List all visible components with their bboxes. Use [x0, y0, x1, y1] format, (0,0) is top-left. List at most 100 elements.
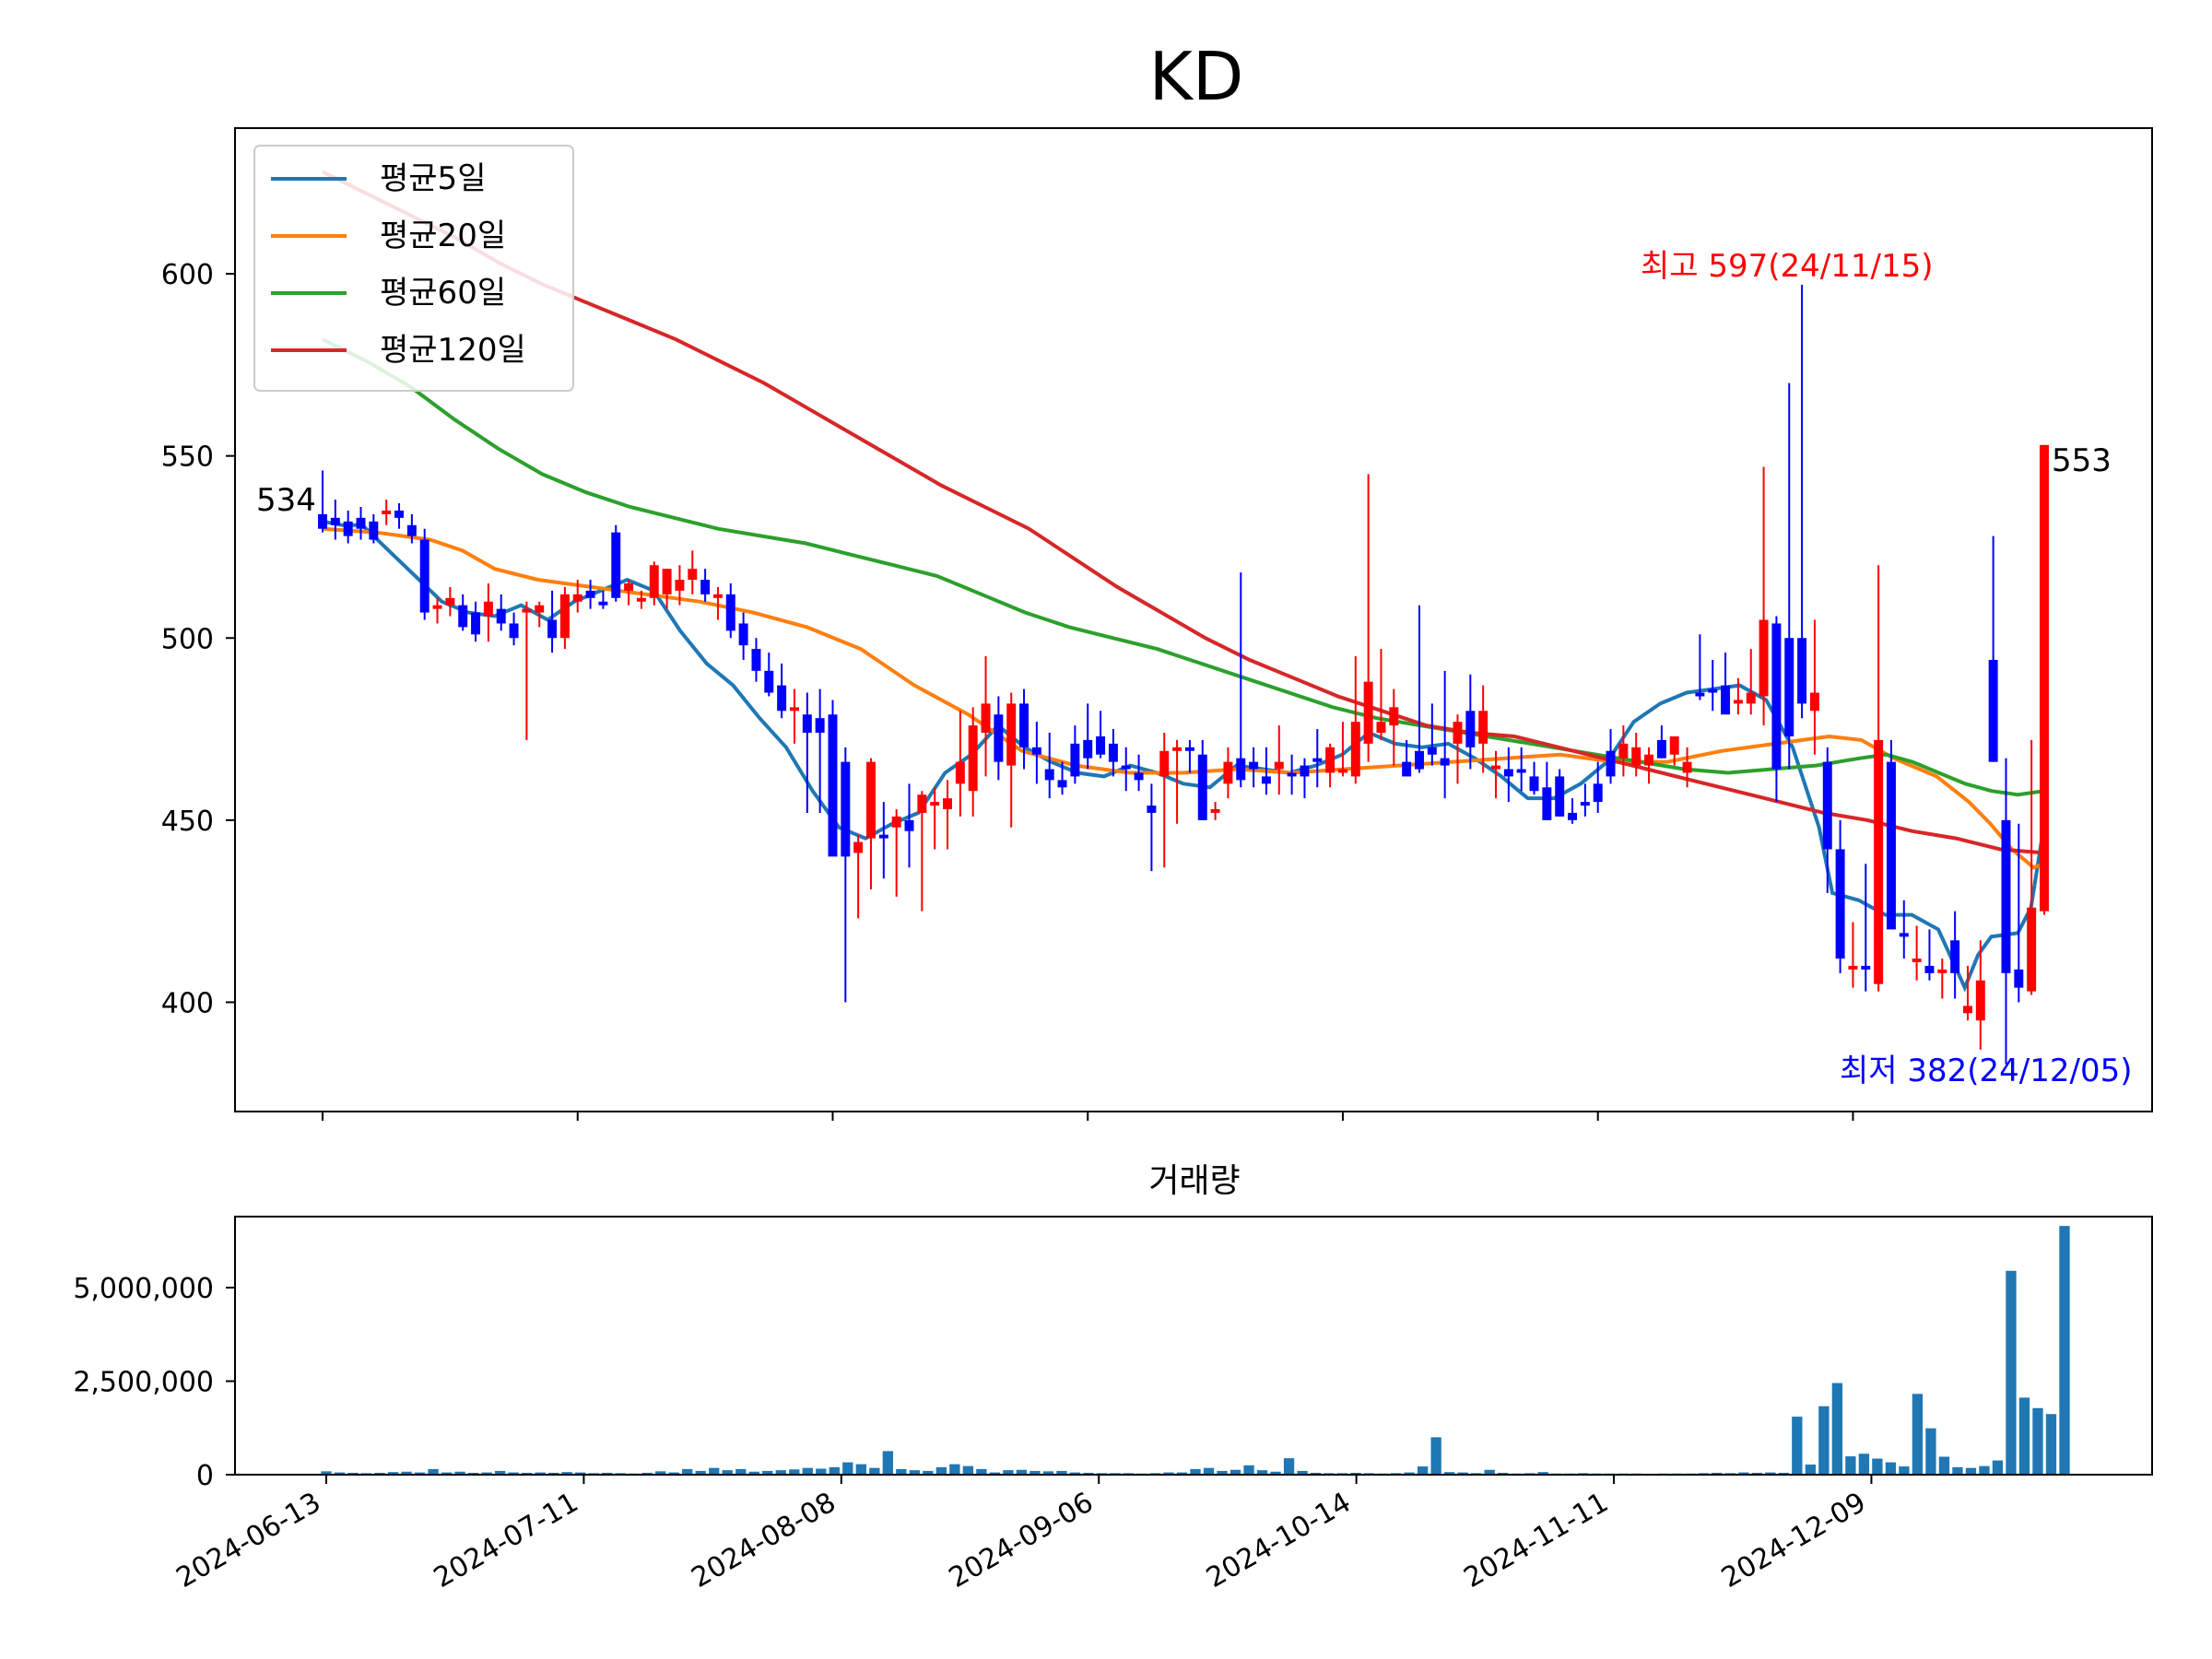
- candle: [1287, 754, 1297, 795]
- volume-bar: [1176, 1472, 1188, 1475]
- candle: [535, 601, 545, 628]
- candle: [751, 638, 761, 682]
- volume-y-axis: 0 2,500,000 5,000,000: [73, 1273, 235, 1492]
- candle: [981, 656, 991, 777]
- candle: [1159, 733, 1170, 868]
- candle: [1593, 761, 1603, 813]
- ma-line-ma60: [322, 337, 2045, 797]
- candle: [1427, 703, 1437, 766]
- candle-body: [419, 539, 429, 613]
- candle-body: [1593, 783, 1603, 803]
- volume-bar: [668, 1472, 679, 1475]
- candle-body: [1988, 659, 1998, 762]
- candle: [1682, 747, 1692, 788]
- candle-body: [1797, 638, 1807, 704]
- candle-body: [1899, 933, 1909, 937]
- candle: [624, 580, 634, 606]
- candle-body: [1121, 765, 1131, 770]
- candle: [1031, 722, 1041, 784]
- candle-body: [1809, 692, 1819, 712]
- candle: [1516, 747, 1526, 792]
- volume-subtitle: 거래량: [1148, 1162, 1240, 1200]
- candle: [878, 802, 888, 879]
- candle-body: [1644, 754, 1654, 766]
- volume-bar: [1751, 1472, 1762, 1475]
- candle-body: [535, 605, 545, 613]
- candle: [1848, 922, 1858, 988]
- candle-body: [356, 517, 366, 529]
- candle-body: [1721, 685, 1731, 715]
- candle-body: [751, 649, 761, 671]
- candle-body: [1491, 765, 1500, 770]
- candle-body: [2027, 907, 2037, 992]
- volume-bar: [1979, 1465, 1990, 1475]
- candle: [1223, 747, 1233, 799]
- volume-bar: [374, 1472, 385, 1475]
- candle: [1835, 819, 1845, 973]
- candle-body: [559, 594, 570, 639]
- candle-body: [1236, 758, 1246, 781]
- candle-body: [1350, 722, 1360, 777]
- candle: [406, 513, 417, 544]
- legend-label-ma20: 평균20일: [380, 218, 506, 254]
- candle-body: [445, 597, 455, 606]
- price-y-tick-label: 450: [161, 806, 214, 838]
- candle-body: [968, 725, 978, 792]
- ma-line-ma5: [322, 519, 2046, 993]
- candle: [943, 780, 952, 850]
- volume-bar: [1243, 1465, 1254, 1475]
- candle-body: [1606, 750, 1616, 777]
- candle-body: [1759, 619, 1769, 697]
- volume-bar: [321, 1471, 332, 1475]
- candle-body: [1771, 623, 1782, 770]
- candle: [1924, 929, 1935, 981]
- candle: [1453, 714, 1463, 784]
- volume-bar: [816, 1468, 827, 1475]
- candle: [1669, 735, 1679, 766]
- candle: [559, 586, 570, 650]
- volume-bar: [722, 1470, 733, 1475]
- candle: [471, 601, 481, 642]
- candle: [904, 783, 914, 868]
- candle-body: [1108, 743, 1118, 762]
- candle-body: [1287, 772, 1297, 777]
- volume-bar: [441, 1472, 453, 1475]
- price-y-axis: 400 450 500 550 600: [161, 259, 235, 1019]
- legend-frame: [253, 145, 574, 392]
- candle-body: [904, 819, 914, 831]
- candle: [1184, 739, 1194, 773]
- volume-bar: [1350, 1472, 1361, 1475]
- volume-bar: [387, 1472, 399, 1475]
- candle: [930, 787, 940, 850]
- candle: [649, 561, 659, 606]
- volume-bar: [1992, 1460, 2004, 1475]
- candle: [1809, 619, 1819, 755]
- candle-body: [1937, 969, 1947, 973]
- volume-bar: [1498, 1472, 1509, 1475]
- candle-body: [458, 605, 468, 628]
- volume-bar: [896, 1468, 907, 1475]
- volume-bar: [1738, 1472, 1749, 1475]
- candle-body: [1453, 722, 1463, 744]
- volume-bar: [1217, 1470, 1228, 1475]
- candle-body: [1337, 769, 1347, 773]
- volume-bar: [1899, 1466, 1910, 1475]
- volume-bar: [1042, 1471, 1054, 1475]
- candle: [1695, 634, 1705, 700]
- candle-body: [1568, 812, 1578, 820]
- volume-bar: [1778, 1472, 1789, 1475]
- volume-bar: [2032, 1407, 2043, 1475]
- price-plot-frame: [234, 127, 2153, 1112]
- candle-body: [432, 605, 442, 609]
- candle-body: [1784, 638, 1794, 736]
- candle-body: [1478, 711, 1488, 744]
- candle-body: [1376, 722, 1386, 734]
- volume-bar: [2018, 1397, 2030, 1475]
- candle-body: [878, 834, 888, 839]
- candle-body: [725, 594, 735, 631]
- candle-body: [1019, 703, 1030, 747]
- volume-bar: [1765, 1472, 1776, 1475]
- volume-bar: [1712, 1472, 1723, 1475]
- candle: [1108, 729, 1118, 777]
